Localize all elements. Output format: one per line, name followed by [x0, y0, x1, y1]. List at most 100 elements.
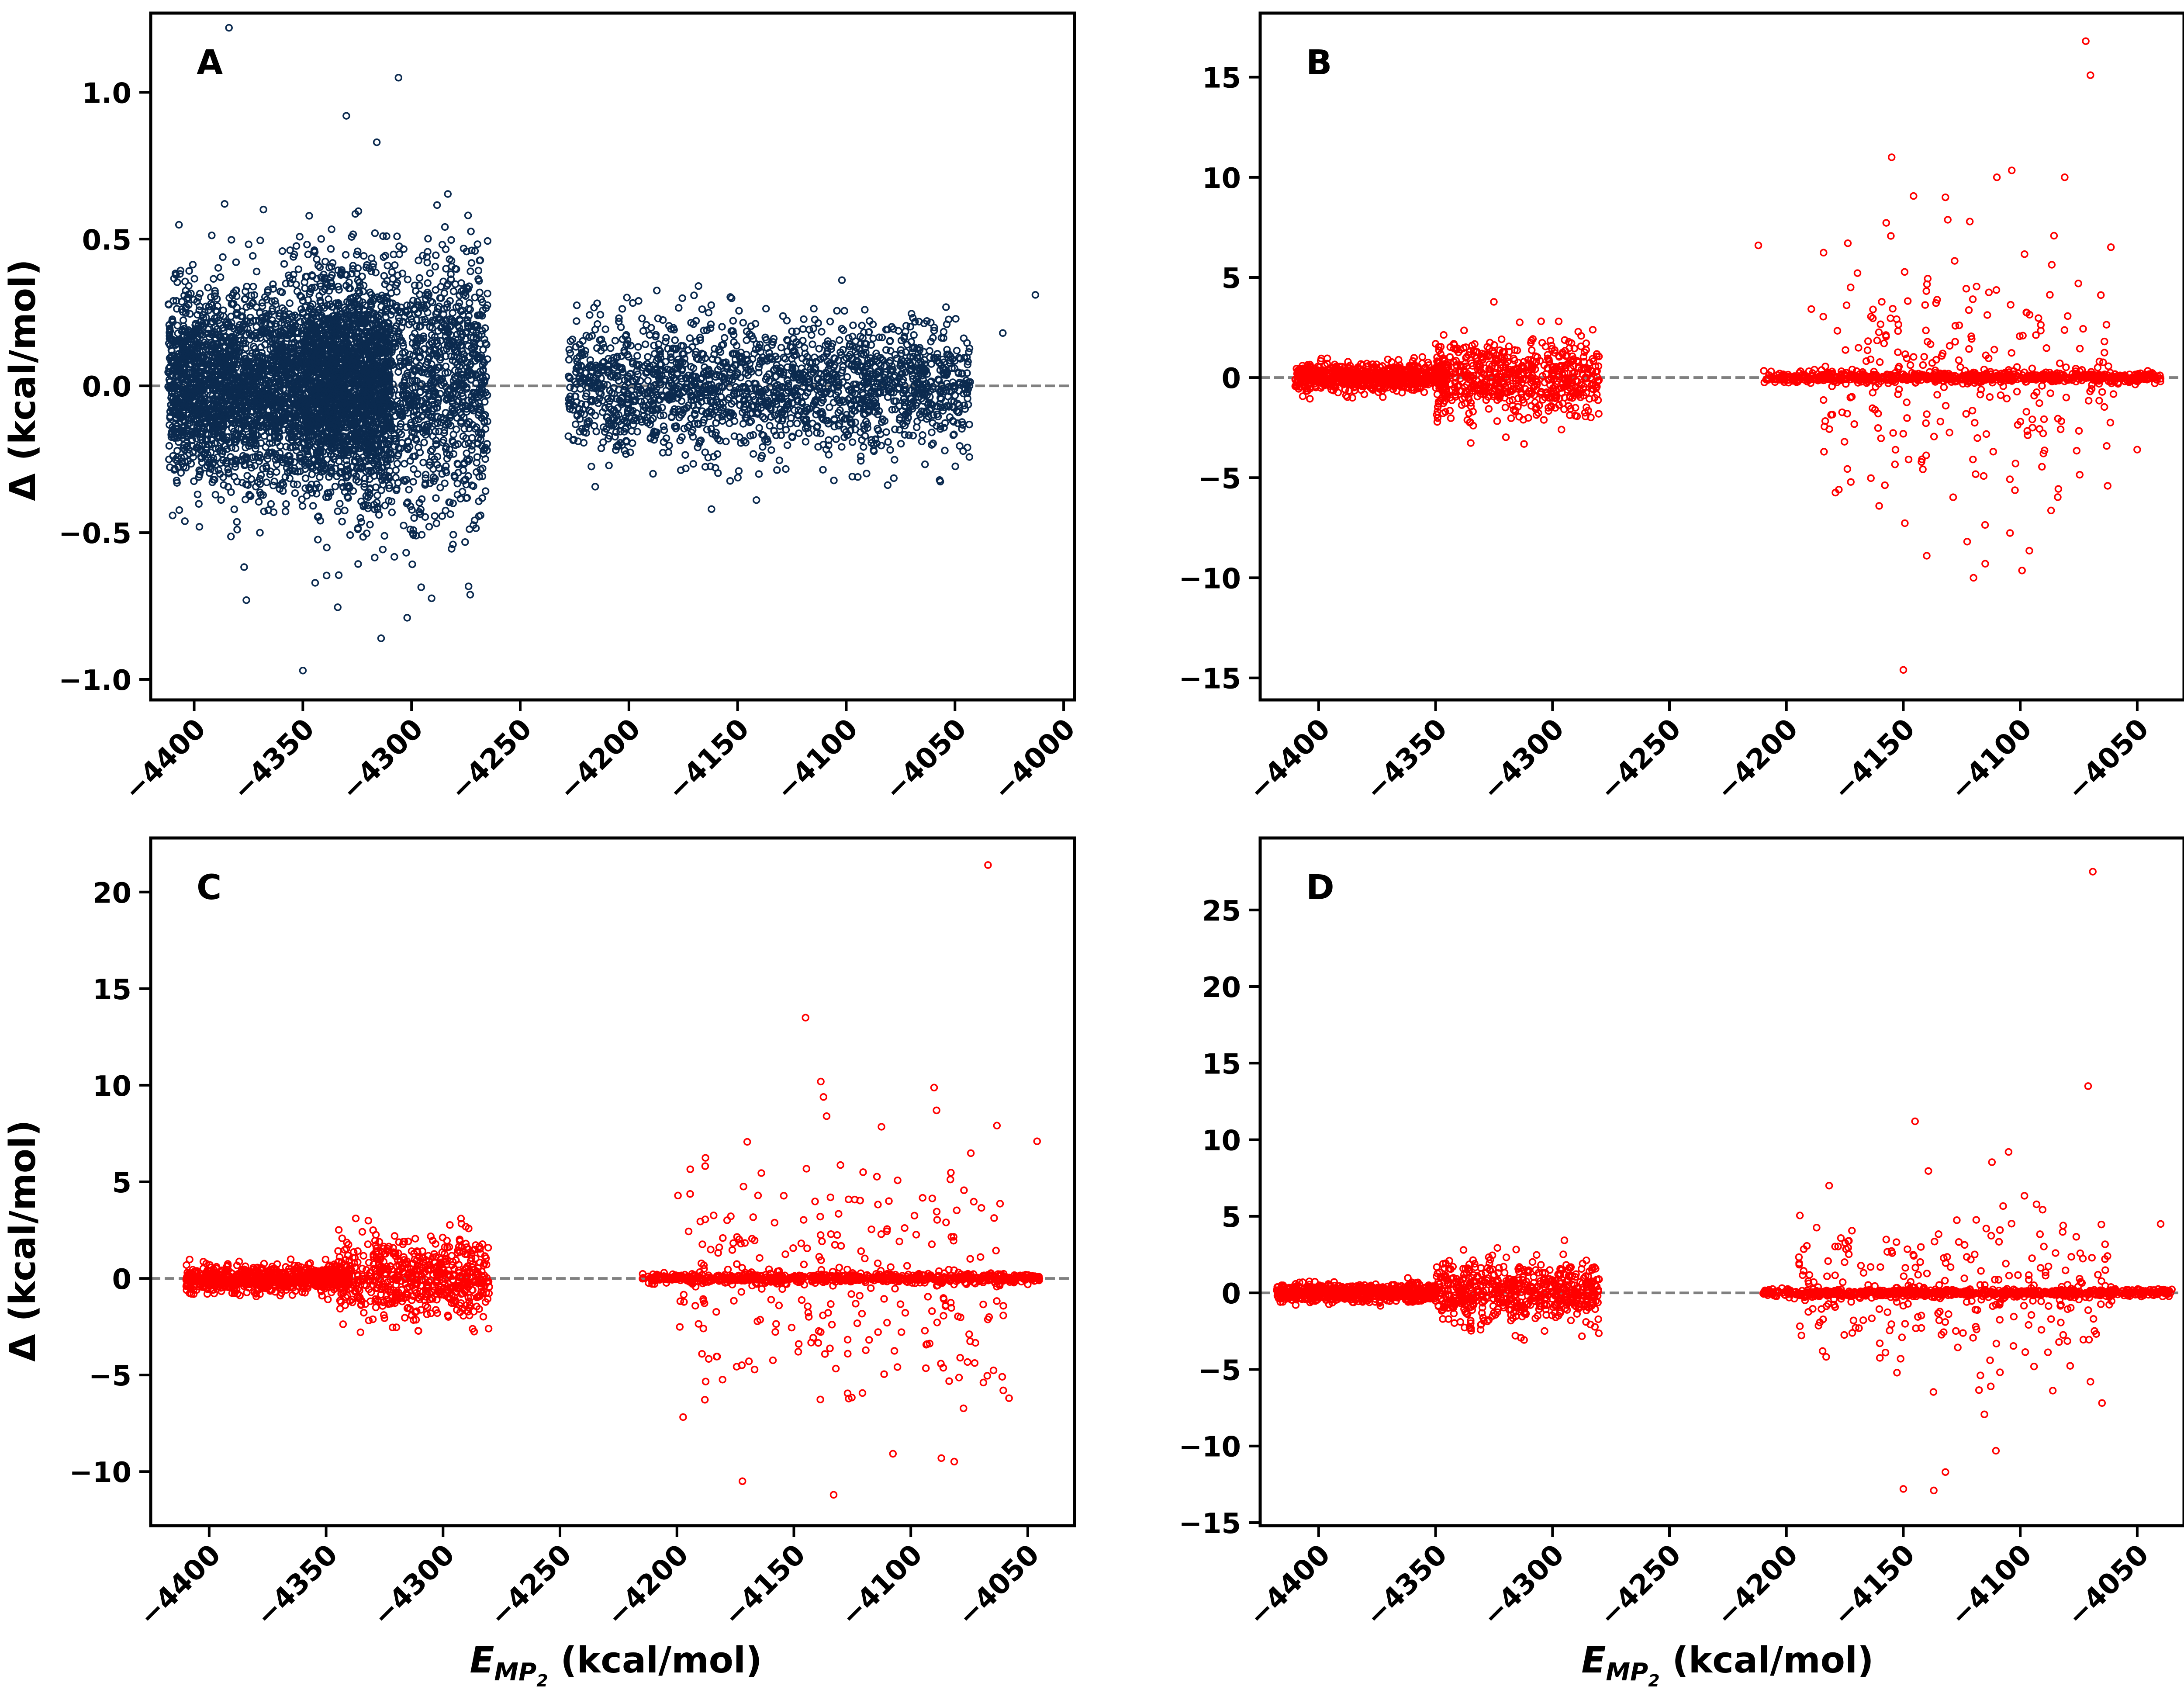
scatter-point [250, 291, 259, 299]
scatter-point [186, 310, 194, 318]
scatter-point [257, 471, 265, 479]
scatter-point [172, 455, 180, 464]
scatter-point [199, 314, 207, 322]
scatter-point [200, 418, 208, 426]
scatter-point [167, 384, 175, 391]
scatter-point [218, 336, 226, 345]
scatter-point [264, 506, 272, 514]
scatter-point [277, 337, 285, 346]
scatter-point [282, 500, 290, 508]
scatter-point [181, 277, 189, 285]
scatter-point [290, 480, 298, 488]
scatter-point [242, 495, 249, 504]
scatter-point [260, 507, 268, 516]
scatter-point [278, 395, 286, 403]
scatter-point [181, 357, 189, 364]
scatter-point [447, 270, 455, 278]
scatter-point [256, 454, 265, 462]
scatter-point [260, 432, 268, 440]
scatter-point [243, 472, 251, 480]
scatter-point [266, 439, 273, 447]
scatter-point [168, 351, 176, 360]
scatter-point [248, 300, 256, 308]
scatter-point [283, 331, 291, 339]
scatter-point [223, 445, 231, 453]
scatter-point [187, 290, 195, 298]
scatter-point [327, 459, 335, 467]
scatter-point [225, 350, 233, 358]
scatter-point [413, 298, 422, 306]
scatter-point [289, 275, 297, 283]
scatter-point [194, 322, 202, 329]
scatter-point [278, 319, 286, 327]
scatter-point [238, 478, 246, 487]
scatter-point [222, 459, 230, 467]
scatter-point [262, 419, 270, 427]
scatter-point [320, 304, 328, 312]
scatter-point [190, 275, 198, 283]
scatter-point [212, 444, 220, 452]
scatter-point [415, 323, 424, 331]
scatter-point [266, 467, 274, 475]
scatter-point [181, 517, 189, 525]
scatter-point [286, 246, 294, 254]
scatter-point [381, 502, 389, 509]
scatter-point [249, 391, 257, 399]
scatter-point [217, 496, 225, 504]
scatter-point [218, 450, 226, 458]
scatter-point [294, 265, 303, 273]
scatter-point [287, 367, 295, 375]
scatter-point [241, 295, 249, 303]
scatter-point [224, 483, 232, 491]
scatter-point [264, 286, 272, 294]
scatter-point [449, 540, 457, 549]
scatter-point [317, 235, 325, 243]
scatter-point [236, 402, 245, 410]
scatter-point [227, 341, 235, 349]
scatter-point [257, 403, 265, 411]
scatter-point [180, 322, 187, 330]
scatter-point [216, 376, 225, 384]
scatter-point [211, 439, 219, 447]
scatter-point [228, 407, 236, 415]
scatter-point [177, 432, 186, 440]
scatter-point [272, 390, 280, 398]
scatter-point [273, 460, 281, 468]
scatter-point [173, 447, 181, 455]
scatter-point [384, 261, 391, 270]
scatter-point [165, 301, 173, 309]
scatter-point [247, 464, 256, 472]
scatter-point [173, 422, 181, 430]
scatter-point [174, 463, 182, 471]
scatter-point [285, 426, 293, 434]
scatter-point [334, 507, 342, 516]
scatter-point [241, 415, 249, 423]
scatter-point [314, 513, 322, 521]
scatter-point [187, 335, 195, 343]
scatter-point [283, 394, 291, 402]
scatter-point [322, 571, 331, 579]
scatter-point [291, 489, 299, 497]
scatter-point [205, 347, 213, 355]
scatter-point [184, 405, 192, 413]
scatter-point [225, 334, 234, 342]
scatter-point [220, 326, 228, 335]
scatter-point [280, 307, 288, 315]
scatter-point [229, 301, 237, 308]
scatter-point [180, 453, 188, 461]
scatter-point [359, 287, 367, 295]
scatter-point [199, 311, 207, 319]
scatter-point [268, 350, 276, 358]
scatter-point [259, 205, 267, 214]
scatter-point [198, 458, 206, 467]
scatter-point [211, 414, 219, 422]
scatter-point [211, 386, 219, 394]
scatter-point [246, 313, 254, 322]
scatter-point [178, 423, 186, 431]
scatter-point [208, 232, 216, 239]
scatter-point [416, 448, 424, 457]
scatter-point [292, 447, 301, 454]
scatter-point [214, 302, 221, 310]
scatter-point [165, 376, 173, 384]
scatter-point [252, 267, 261, 276]
